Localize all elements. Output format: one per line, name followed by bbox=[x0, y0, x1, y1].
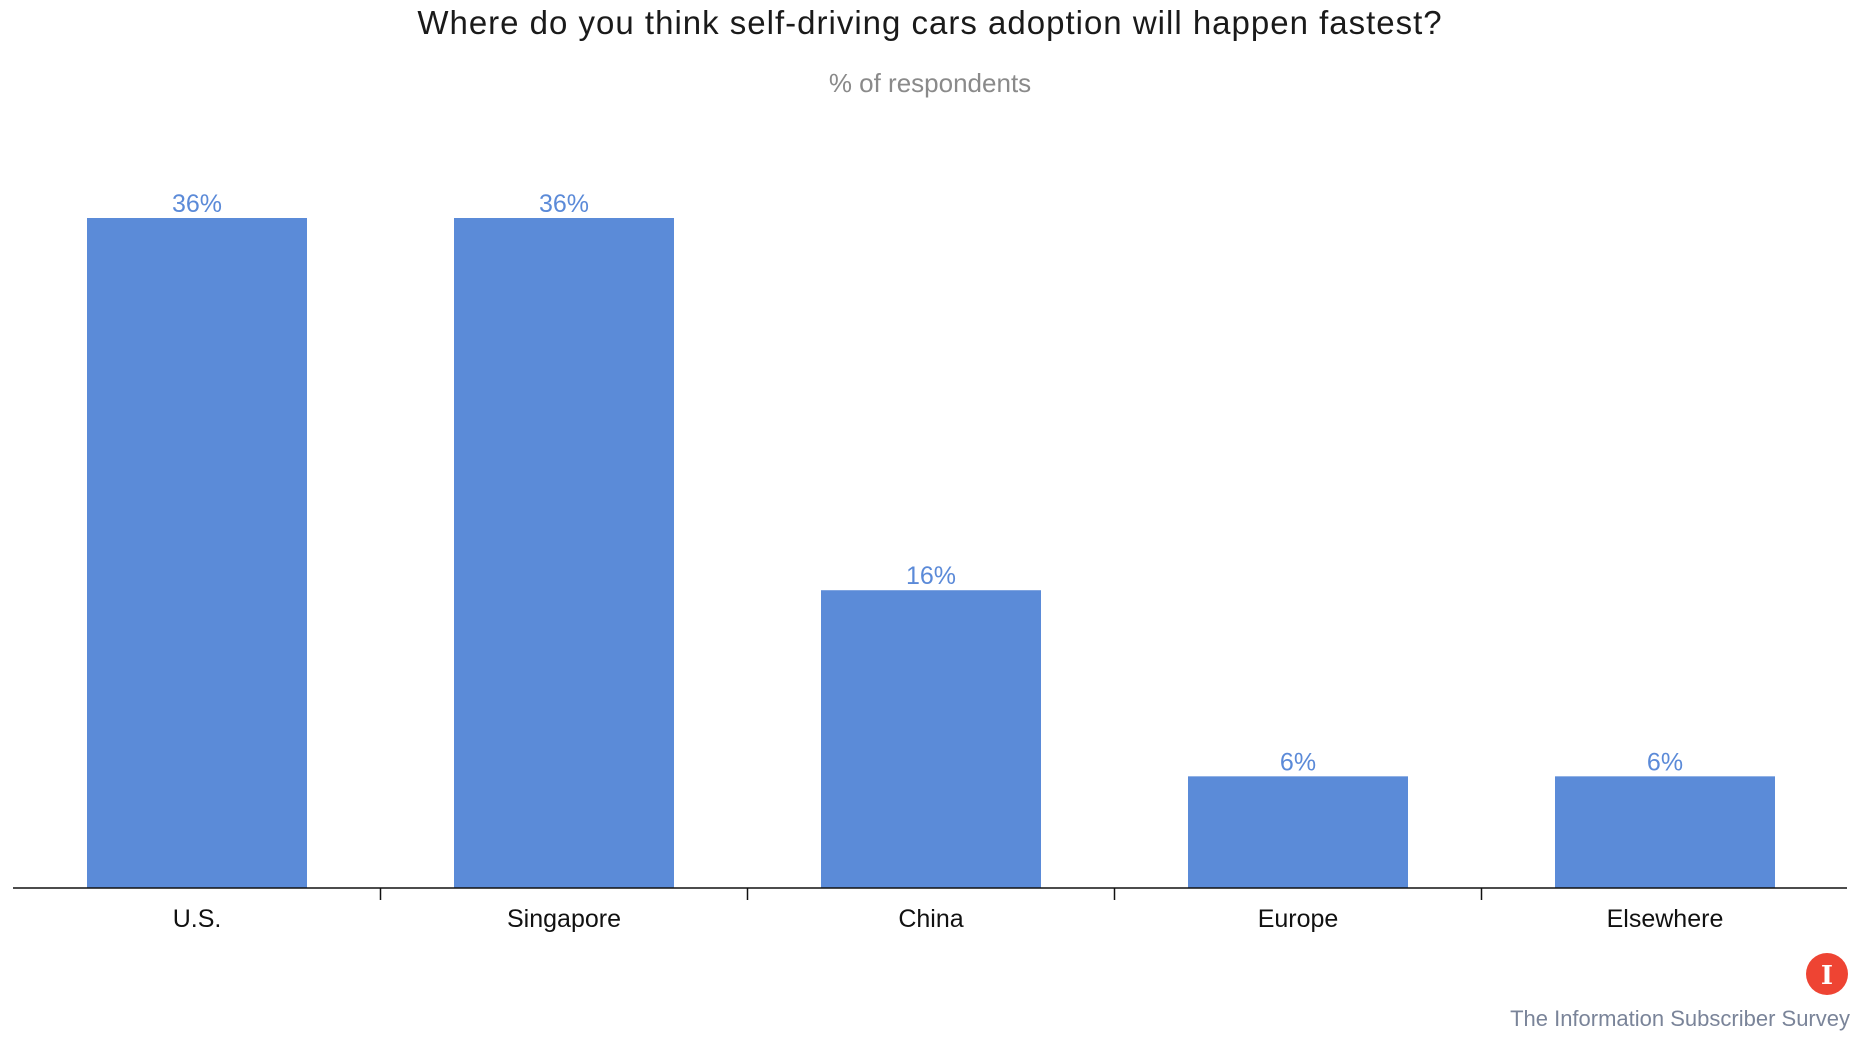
x-tick-label: China bbox=[898, 905, 963, 933]
data-label: 6% bbox=[1647, 748, 1683, 776]
chart-subtitle: % of respondents bbox=[828, 68, 1032, 98]
bar-us bbox=[87, 218, 307, 888]
bar-singapore bbox=[454, 218, 674, 888]
data-label: 36% bbox=[539, 190, 589, 218]
x-tick-label: Singapore bbox=[507, 905, 621, 933]
bar-elsewhere bbox=[1555, 776, 1775, 888]
logo-letter: I bbox=[1821, 961, 1833, 991]
x-tick-label: U.S. bbox=[173, 905, 222, 933]
source-note: The Information Subscriber Survey bbox=[1510, 1006, 1850, 1031]
data-label: 16% bbox=[906, 562, 956, 590]
data-label: 6% bbox=[1280, 748, 1316, 776]
data-label: 36% bbox=[172, 190, 222, 218]
chart-title: Where do you think self-driving cars ado… bbox=[417, 4, 1443, 41]
bar-china bbox=[821, 590, 1041, 888]
bar-europe bbox=[1188, 776, 1408, 888]
x-tick-label: Elsewhere bbox=[1607, 905, 1724, 933]
the-information-logo-icon bbox=[1806, 953, 1848, 995]
x-tick-label: Europe bbox=[1258, 905, 1339, 933]
